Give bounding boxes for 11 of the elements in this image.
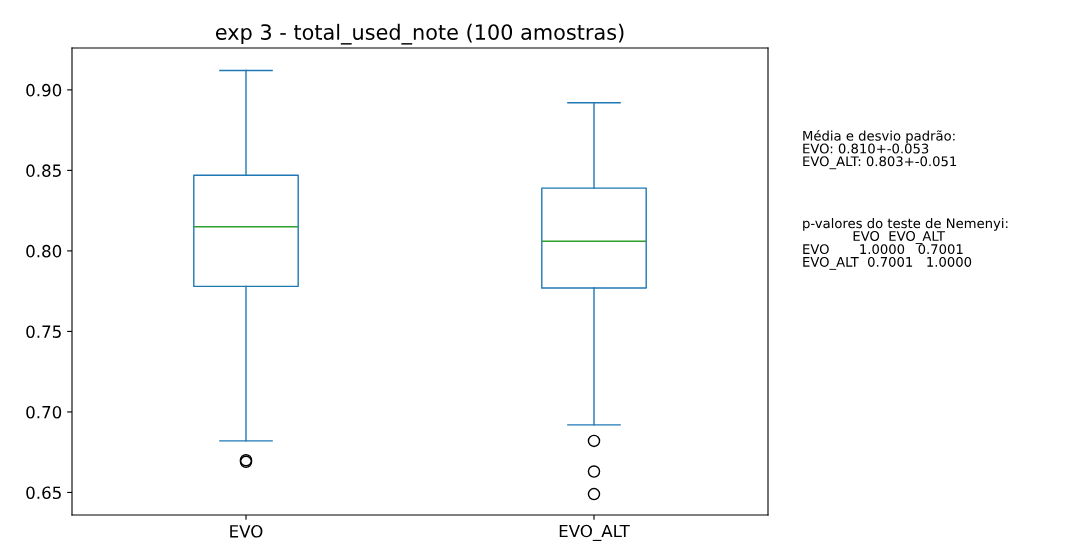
y-tick-label: 0.75 <box>26 325 61 338</box>
text: p-valores do teste de Nemenyi: EVO EVO_ALT EVO 1.0000 0.7001 EVO_ALT 0.7001 1.0000 <box>803 218 1008 270</box>
y-tick-label: 0.65 <box>26 486 61 500</box>
y-tick-label: 0.90 <box>26 83 62 97</box>
text: Média e desvio padrão: EVO: 0.810+-0.053 EVO_ALT: 0.803+-0.051 <box>803 130 957 170</box>
chart-title: exp 3 - total_used_note (100 amostras) <box>215 23 624 45</box>
y-tick-label: 0.70 <box>26 405 62 419</box>
y-tick-label: 0.80 <box>26 244 62 258</box>
y-tick-label: 0.85 <box>26 164 61 177</box>
x-tick-label: EVO <box>230 525 263 538</box>
x-tick-label: EVO_ALT <box>559 524 630 542</box>
